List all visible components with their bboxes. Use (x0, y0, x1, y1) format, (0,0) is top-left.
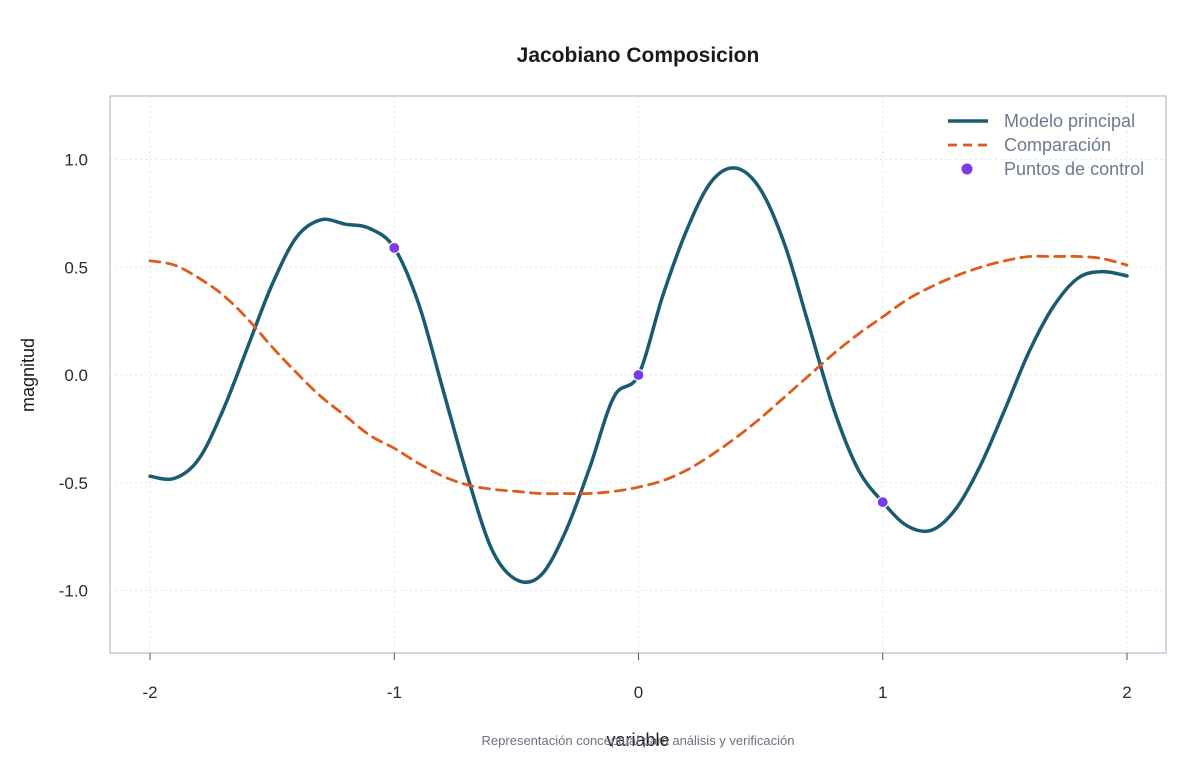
x-tick-label: 0 (634, 683, 643, 702)
legend-swatch-points (961, 163, 973, 175)
legend: Modelo principal Comparación Puntos de con… (948, 111, 1144, 179)
y-tick-label: -0.5 (59, 474, 88, 493)
y-axis-label: magnitud (18, 338, 38, 412)
y-tick-label: 0.0 (64, 366, 88, 385)
control-point (876, 496, 889, 509)
y-tick-label: 1.0 (64, 151, 88, 170)
x-tick-label: -1 (387, 683, 402, 702)
chart-caption: Representación conceptual para análisis … (482, 733, 795, 748)
x-tick-label: 1 (878, 683, 887, 702)
control-point (632, 368, 645, 382)
grid (110, 96, 1166, 653)
chart-title: Jacobiano Composicion (517, 44, 760, 67)
x-axis-label: variable (606, 730, 669, 750)
legend-label: Puntos de control (1004, 159, 1144, 179)
series-line-2 (148, 254, 1129, 496)
control-point (388, 241, 401, 254)
y-tick-label: -1.0 (59, 582, 88, 601)
legend-label: Modelo principal (1004, 111, 1135, 131)
legend-label: Comparación (1004, 135, 1111, 155)
x-tick-label: -2 (142, 683, 157, 702)
axis-ticks: -2 -1 0 1 2 -1.0 -0.5 0.0 0.5 1.0 (59, 151, 1132, 703)
control-points (388, 241, 889, 509)
y-tick-label: 0.5 (64, 258, 88, 277)
x-tick-label: 2 (1122, 683, 1131, 702)
